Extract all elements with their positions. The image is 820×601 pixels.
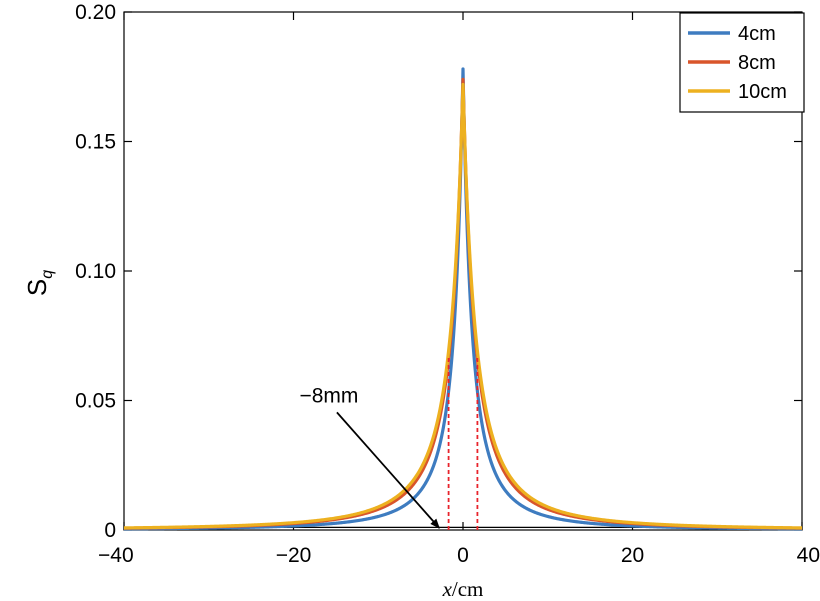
x-axis-ticks: −40 −20 0 20 40 [98,12,820,567]
annotation-arrow [336,411,440,529]
y-tick-label: 0.10 [75,260,116,283]
marker-layer [447,356,479,530]
x-tick-label: 0 [457,544,469,567]
legend-label-4cm: 4cm [738,23,776,45]
y-axis-title-subscript: q [39,270,56,279]
series-line-10cm [123,82,803,530]
y-tick-label: 0.15 [75,131,116,154]
x-tick-label: 20 [621,544,644,567]
legend-label-8cm: 8cm [738,52,776,74]
y-tick-label: 0 [104,519,116,542]
x-axis-title: x/cm [442,577,484,601]
y-axis-title-main: S [22,279,52,296]
series-layer [123,67,803,531]
legend: 4cm 8cm 10cm [679,12,805,113]
annotation-layer: −8mm [299,384,440,529]
y-axis-ticks: 0 0.05 0.10 0.15 0.20 [75,1,802,542]
y-tick-label: 0.05 [75,390,116,413]
legend-label-10cm: 10cm [738,81,787,103]
y-tick-label: 0.20 [75,1,116,24]
annotation-label: −8mm [299,384,358,407]
x-axis-title-unit: /cm [452,577,484,601]
x-axis-title-var: x [442,577,453,601]
x-tick-label: 40 [797,544,820,567]
x-tick-label: −40 [98,544,134,567]
x-tick-label: −20 [276,544,312,567]
y-axis-title: Sq [22,270,56,296]
